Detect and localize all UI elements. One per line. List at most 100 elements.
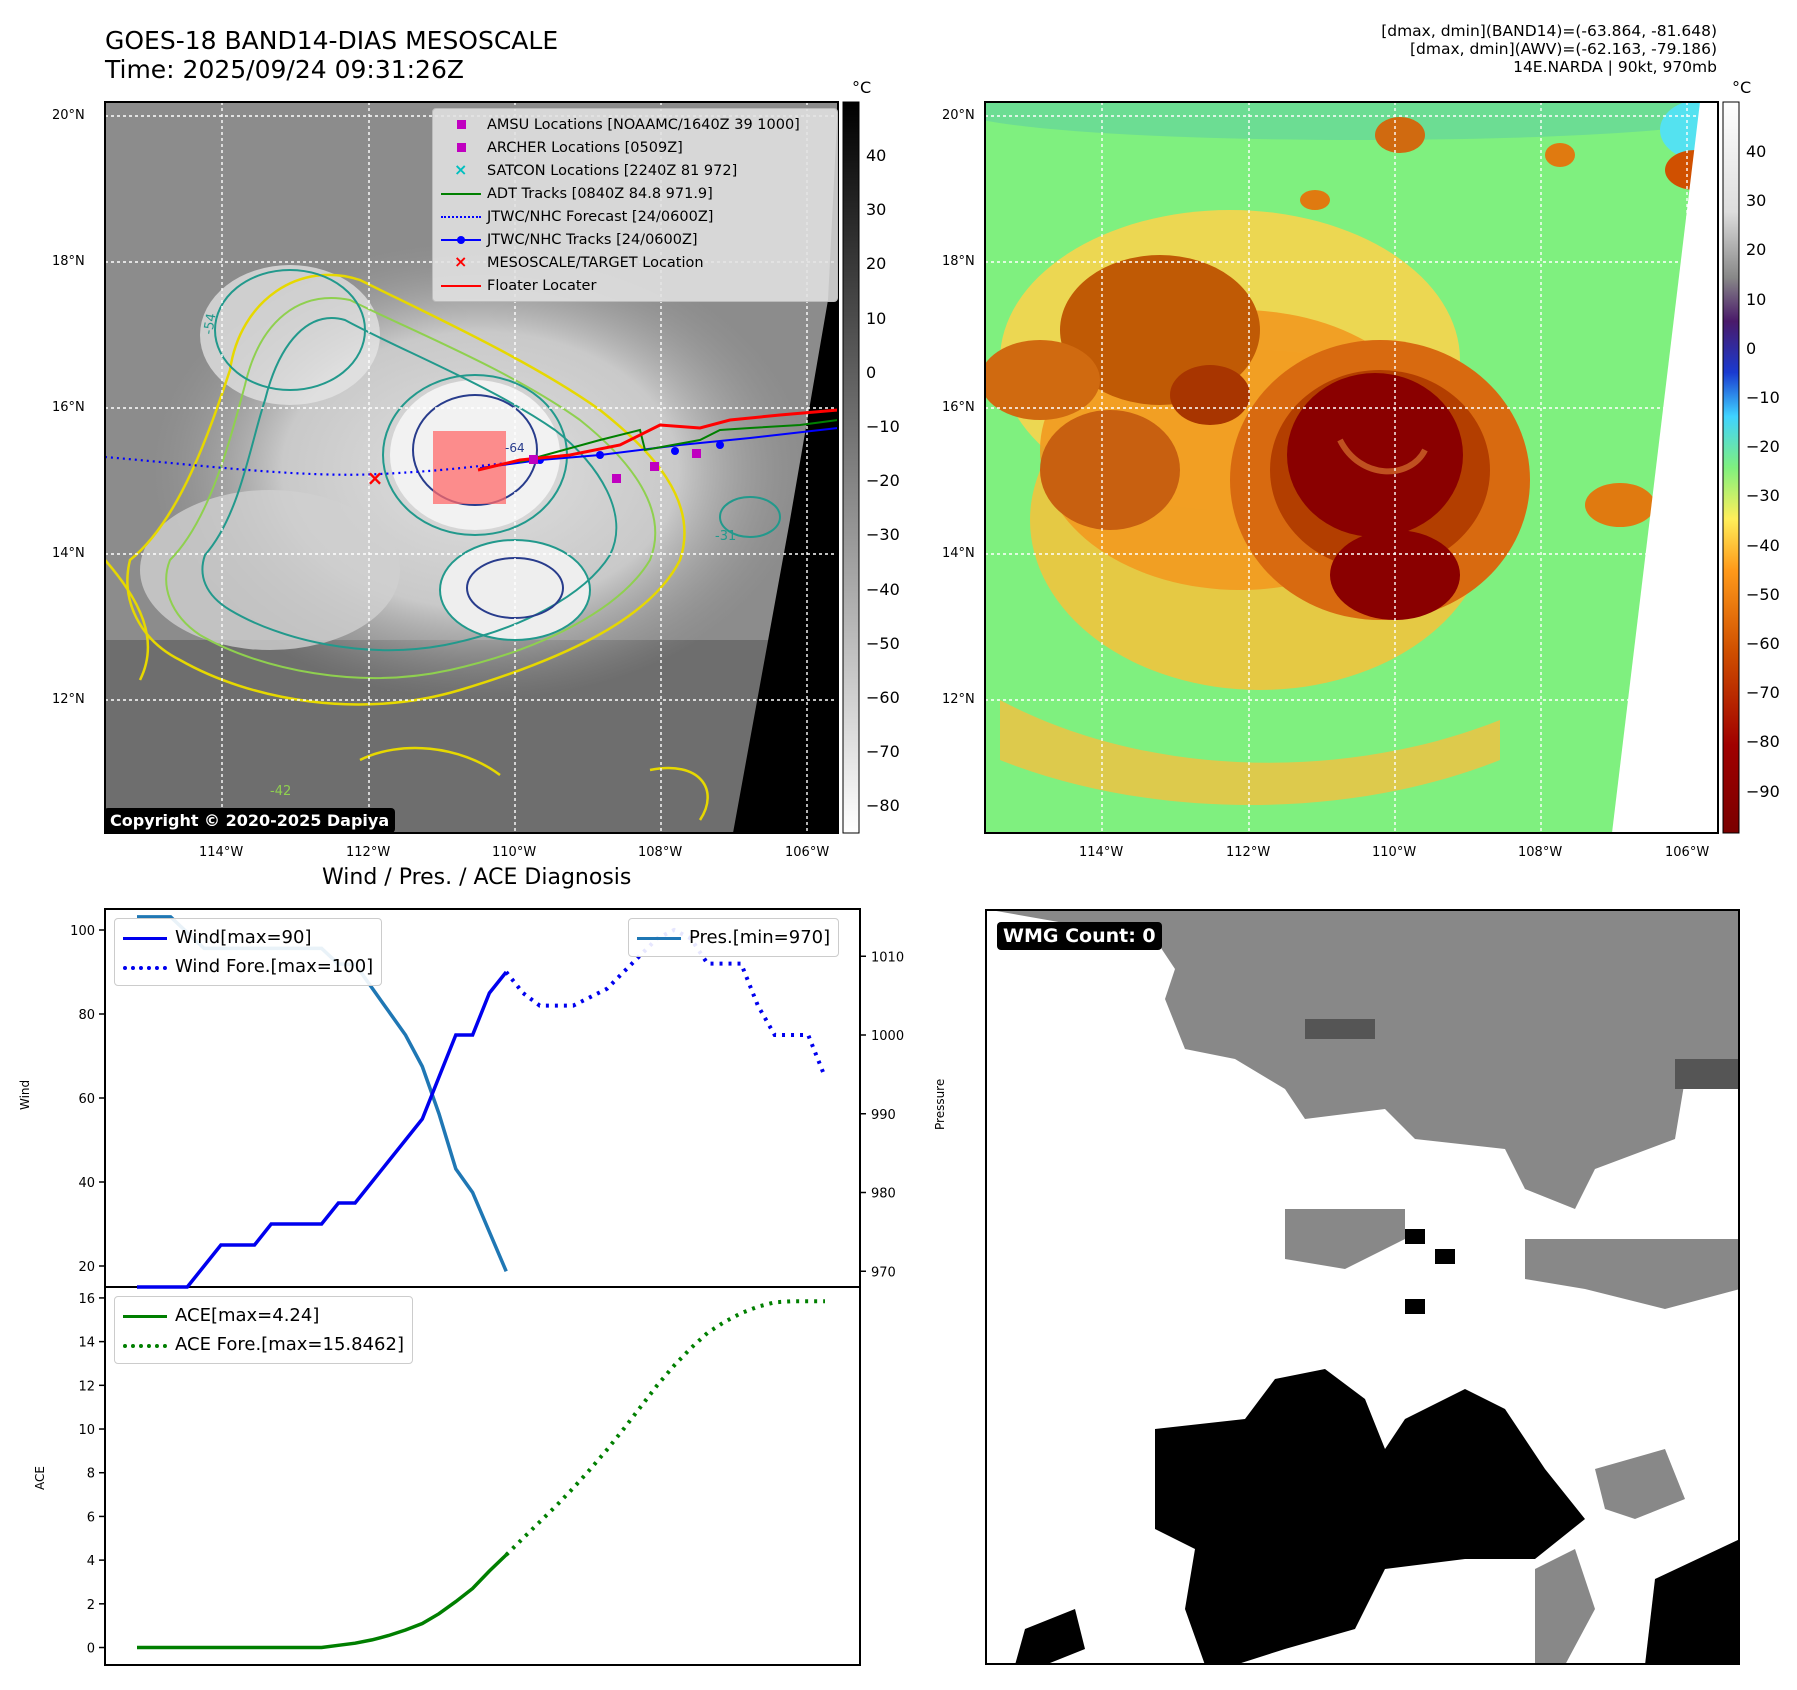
tick-label: 20 [78, 1260, 95, 1275]
wmg-panel [985, 909, 1740, 1665]
legend-symbol-icon [441, 279, 481, 293]
tick-label: 980 [871, 1187, 896, 1202]
wind-legend: Wind[max=90] Wind Fore.[max=100] [114, 918, 383, 986]
lon-label: 112°W [346, 845, 391, 860]
map-legend-label: ADT Tracks [0840Z 84.8 971.9] [487, 185, 713, 202]
map2-frame [984, 101, 1719, 834]
ace-forecast-series-line [504, 1299, 825, 1557]
map1-legend: AMSU Locations [NOAAMC/1640Z 39 1000] ARC… [432, 108, 838, 302]
tick-label: 14 [78, 1336, 95, 1351]
adt-track [519, 419, 838, 463]
map-legend-item: × MESOSCALE/TARGET Location [441, 251, 829, 274]
diagnosis-title: Wind / Pres. / ACE Diagnosis [322, 865, 632, 890]
lat-label: 12°N [52, 692, 85, 707]
colorbar-tick-label: −40 [1746, 535, 1780, 555]
colorbar-tick-label: −20 [866, 471, 900, 491]
lon-label: 114°W [199, 845, 244, 860]
colorbar-tick-label: −30 [1746, 486, 1780, 506]
wind-series-line [137, 970, 508, 1289]
legend-label: Wind[max=90] [175, 927, 312, 948]
tick-label: 6 [87, 1510, 95, 1525]
lon-label: 106°W [785, 845, 830, 860]
map-panels-svg: × -54 -31 -42 -64 [104, 101, 1740, 834]
ace-series-line [137, 1553, 508, 1650]
map-legend-label: AMSU Locations [NOAAMC/1640Z 39 1000] [487, 116, 800, 133]
map-legend-item: ADT Tracks [0840Z 84.8 971.9] [441, 182, 829, 205]
legend-symbol-icon [441, 141, 481, 155]
colorbar-tick-label: −80 [866, 796, 900, 816]
colorbar-tick-label: 30 [866, 200, 887, 220]
tick-label: 1000 [871, 1029, 904, 1044]
legend-symbol-icon [441, 233, 481, 247]
tick-label: 10 [78, 1423, 95, 1438]
tick-label: 970 [871, 1265, 896, 1280]
tick-label: 0 [87, 1642, 95, 1657]
target-x-marker: × [367, 466, 384, 490]
colorbar-tick-label: 30 [1746, 191, 1767, 211]
info-line-1: [dmax, dmin](BAND14)=(-63.864, -81.648) [1381, 22, 1717, 40]
colorbar-tick-label: 40 [1746, 142, 1767, 161]
legend-label: ACE[max=4.24] [175, 1305, 320, 1326]
map-legend-item: AMSU Locations [NOAAMC/1640Z 39 1000] [441, 113, 829, 136]
figure-title: GOES-18 BAND14-DIAS MESOSCALE [105, 26, 559, 55]
colorbar-tick-label: −30 [866, 525, 900, 545]
pressure-legend: Pres.[min=970] [628, 918, 840, 957]
map-legend-label: Floater Locater [487, 277, 597, 294]
copyright-badge: Copyright © 2020-2025 Dapiya [104, 808, 396, 833]
lat-label: 16°N [942, 400, 975, 415]
colorbar-tick-label: 0 [866, 362, 877, 382]
colorbar-tick-label: −80 [1746, 732, 1780, 752]
lat-label: 18°N [52, 254, 85, 269]
lat-label: 20°N [52, 108, 85, 123]
colorbar-tick-label: 20 [866, 254, 887, 274]
info-line-2: [dmax, dmin](AWV)=(-62.163, -79.186) [1410, 40, 1717, 58]
jtwc-forecast-track [105, 455, 521, 476]
map2-nodata-region [1612, 102, 1718, 833]
legend-label: Pres.[min=970] [689, 927, 831, 948]
lat-label: 12°N [942, 692, 975, 707]
colorbar-tick-label: −70 [1746, 683, 1780, 703]
lon-label: 108°W [638, 845, 683, 860]
tick-label: 16 [78, 1292, 95, 1307]
contour-label: -42 [270, 784, 291, 799]
map-legend-label: ARCHER Locations [0509Z] [487, 139, 683, 156]
legend-item-ace-forecast: ACE Fore.[max=15.8462] [123, 1330, 404, 1359]
lat-label: 14°N [52, 546, 85, 561]
colorbar-tick-label: 40 [866, 146, 887, 165]
legend-item-wind: Wind[max=90] [123, 923, 373, 952]
colorbar-tick-label: −50 [866, 633, 900, 653]
lon-label: 112°W [1226, 845, 1271, 860]
contour-label: -31 [715, 529, 736, 544]
map2-colorbar [1722, 101, 1740, 834]
colorbar-tick-label: −10 [1746, 388, 1780, 407]
wmg-black-region [1155, 1369, 1585, 1665]
legend-item-wind-forecast: Wind Fore.[max=100] [123, 952, 373, 981]
colorbar-tick-label: −10 [866, 417, 900, 436]
legend-symbol-icon [441, 187, 481, 201]
colorbar-tick-label: −60 [866, 688, 900, 707]
map-legend-item: × SATCON Locations [2240Z 81 972] [441, 159, 829, 182]
colorbar-tick-label: 10 [1746, 289, 1767, 309]
tick-label: 100 [70, 924, 95, 939]
colorbar-tick-label: −60 [1746, 634, 1780, 653]
tick-label: 80 [78, 1008, 95, 1023]
legend-label: Wind Fore.[max=100] [175, 956, 374, 977]
tick-label: 1010 [871, 950, 904, 965]
tick-label: 12 [78, 1379, 95, 1394]
legend-item-ace: ACE[max=4.24] [123, 1301, 404, 1330]
colorbar-tick-label: −50 [1746, 584, 1780, 604]
legend-item-pressure: Pres.[min=970] [637, 923, 830, 952]
tick-label: 4 [87, 1554, 95, 1569]
map-legend-item: JTWC/NHC Tracks [24/0600Z] [441, 228, 829, 251]
legend-symbol-icon: × [454, 159, 468, 179]
lat-label: 16°N [52, 400, 85, 415]
cbar2-unit: °C [1732, 78, 1752, 97]
map1-frame [104, 101, 839, 834]
lon-label: 108°W [1518, 845, 1563, 860]
map-legend-label: JTWC/NHC Tracks [24/0600Z] [487, 231, 698, 248]
colorbar-tick-label: −90 [1746, 781, 1780, 801]
legend-symbol-icon [441, 210, 481, 224]
map-legend-item: JTWC/NHC Forecast [24/0600Z] [441, 205, 829, 228]
colorbar-tick-label: −40 [866, 579, 900, 599]
tick-label: 40 [78, 1176, 95, 1191]
